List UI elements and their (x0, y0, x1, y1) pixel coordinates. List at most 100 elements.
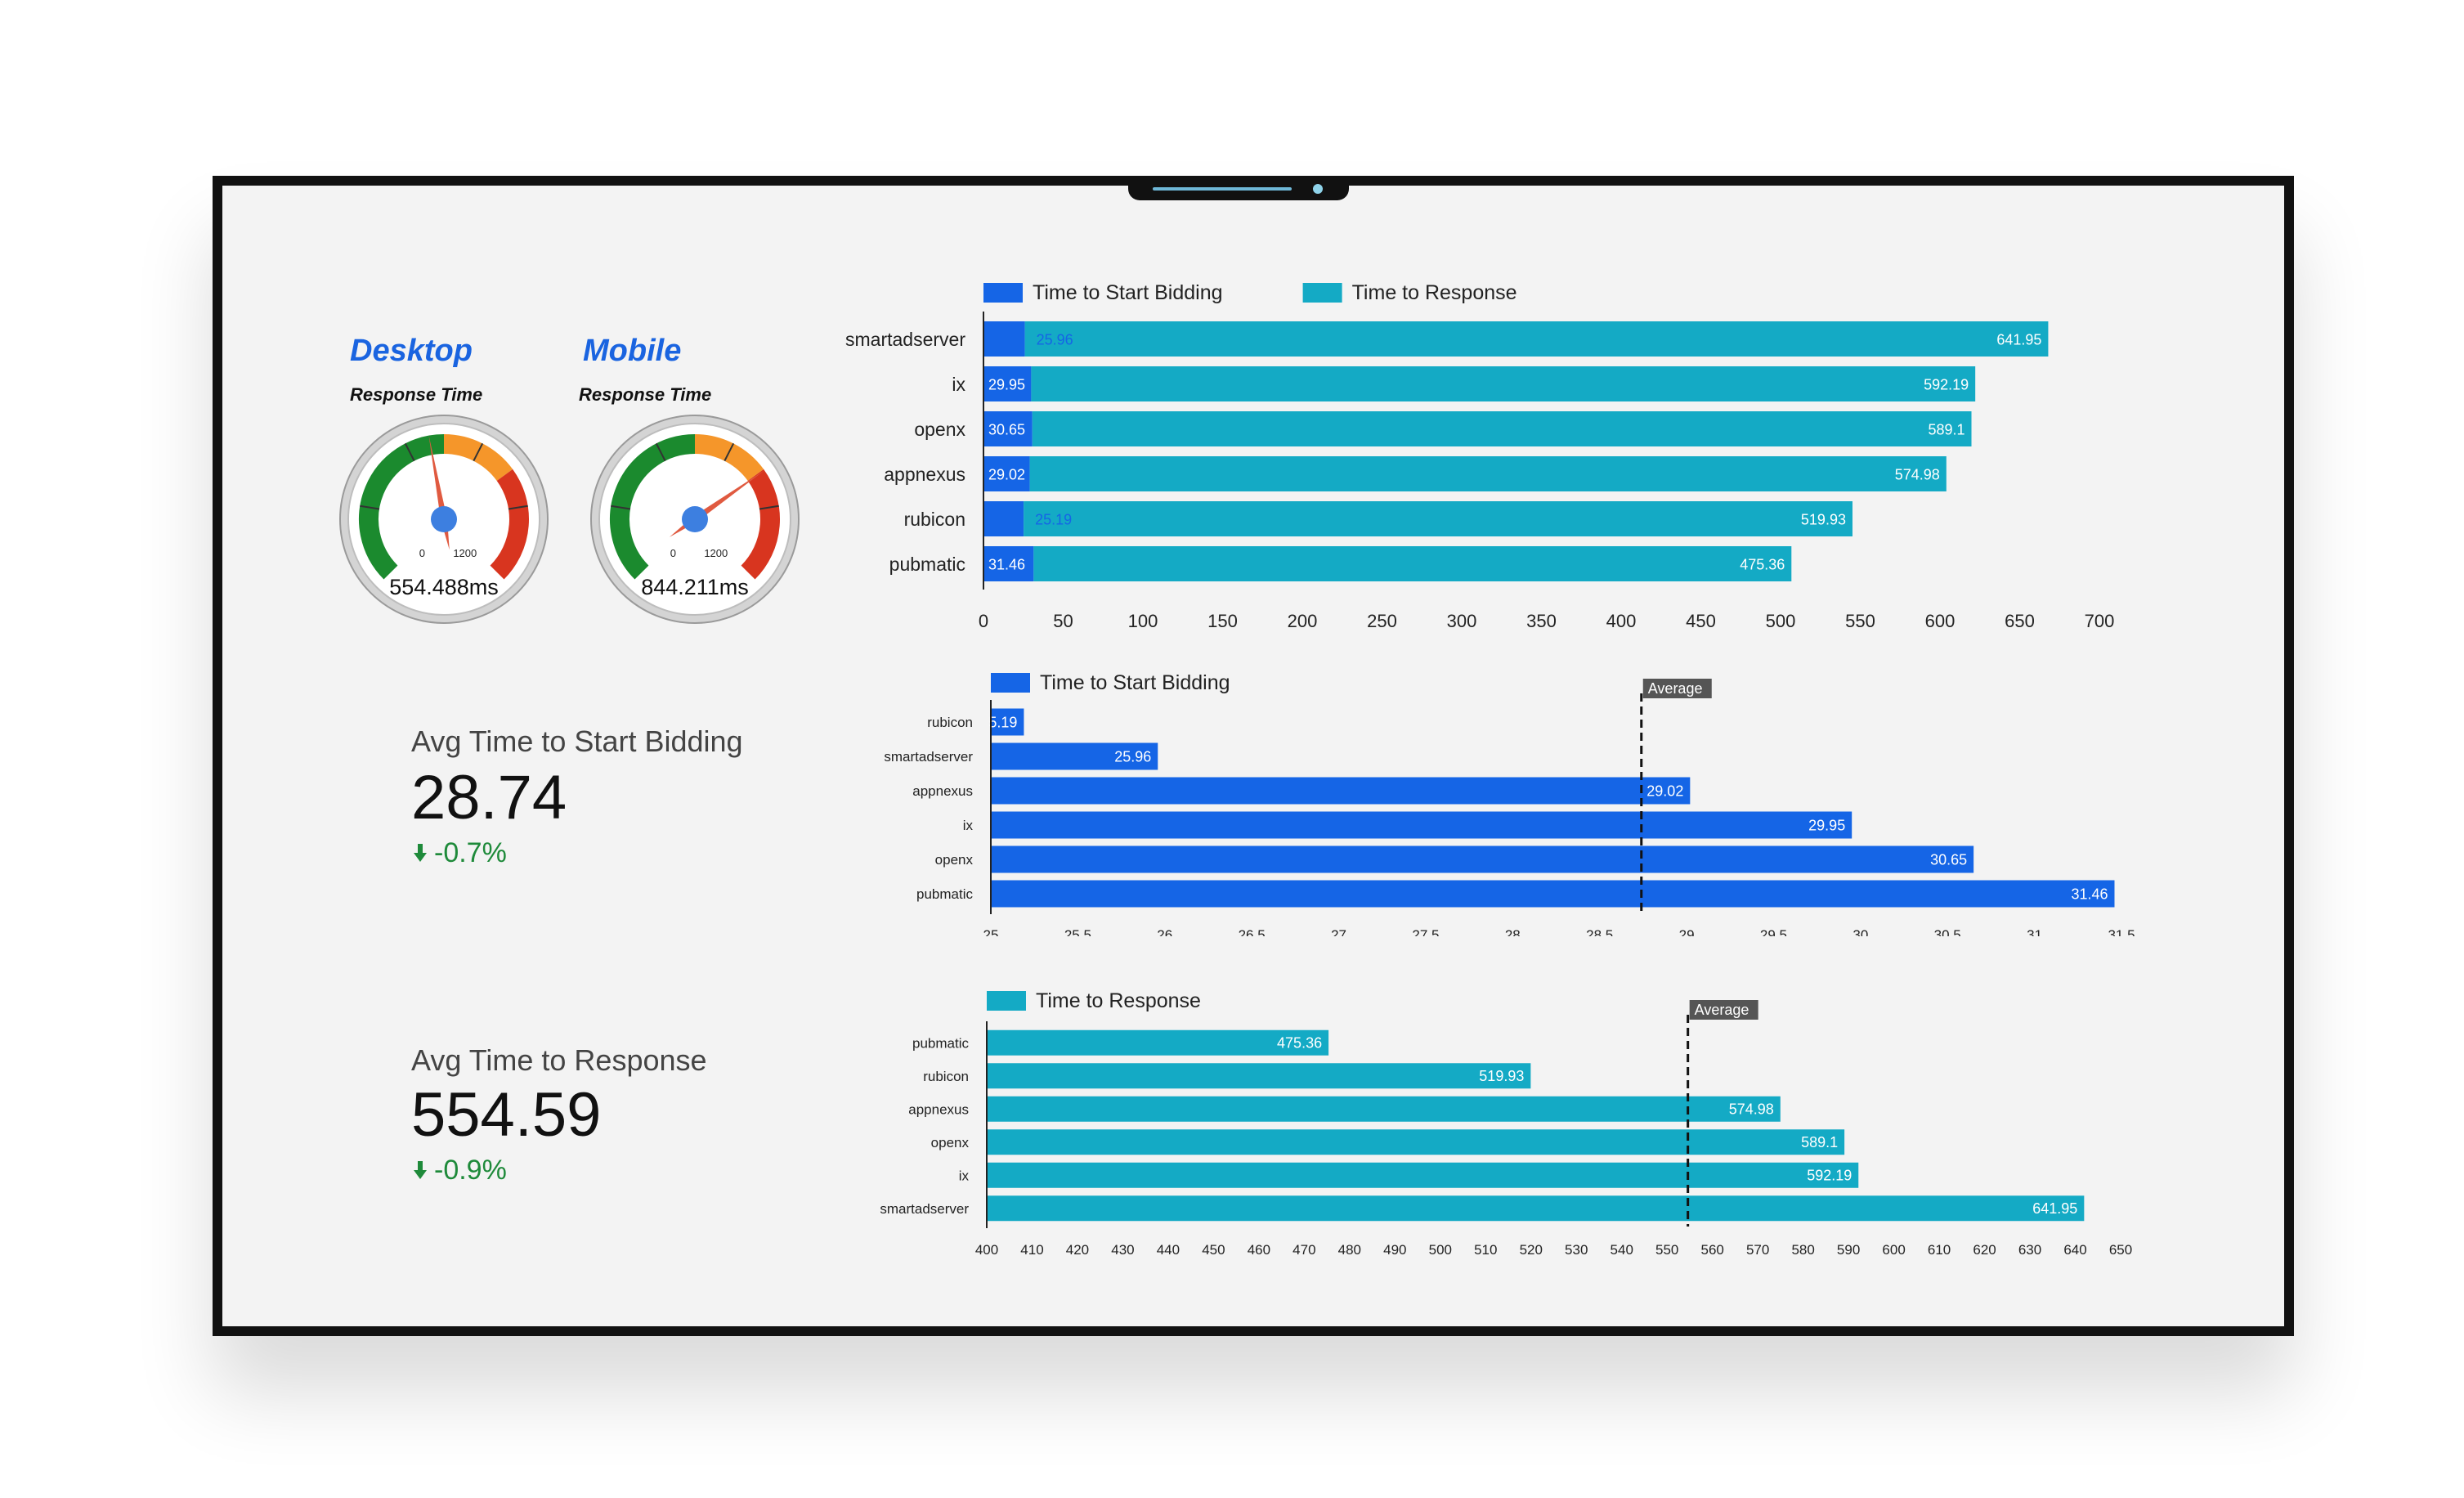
x-tick-label: 420 (1066, 1242, 1089, 1255)
x-tick-label: 100 (1128, 611, 1158, 630)
legend-label: Time to Response (1352, 281, 1517, 304)
x-tick-label: 460 (1248, 1242, 1270, 1255)
average-label: Average (1648, 680, 1703, 697)
data-label: 29.95 (1808, 817, 1845, 833)
gauge-tick (473, 442, 484, 462)
start-bidding-bar-chart: Time to Start Bidding rubicon 5.19 smartads… (884, 671, 2135, 936)
category-label: rubicon (904, 509, 965, 530)
bar-time-to-response (1032, 411, 1972, 446)
category-label: ix (952, 374, 965, 395)
x-tick-label: 150 (1207, 611, 1238, 630)
legend-label: Time to Start Bidding (1040, 671, 1230, 694)
gauge-tick (611, 505, 631, 510)
x-tick-label: 450 (1202, 1242, 1225, 1255)
camera-dot-icon (1313, 184, 1323, 194)
x-tick-label: 500 (1429, 1242, 1452, 1255)
bar-start-bidding (983, 411, 1033, 446)
category-label: smartadserver (880, 1201, 969, 1217)
category-label: openx (931, 1135, 970, 1150)
data-label-start: 29.02 (988, 467, 1025, 483)
data-label: 592.19 (1807, 1168, 1852, 1184)
gauge-band-red (490, 469, 529, 580)
x-tick-label: 550 (1845, 611, 1875, 630)
category-label: appnexus (912, 783, 973, 799)
x-tick-label: 29 (1679, 927, 1695, 936)
bar-start-bidding (983, 366, 1032, 401)
data-label-start: 29.95 (988, 377, 1025, 393)
legend-label: Time to Response (1036, 989, 1201, 1012)
bar-time-to-response (1024, 501, 1852, 536)
bar (991, 708, 1024, 736)
x-tick-label: 27 (1331, 927, 1346, 936)
gauge-tick (759, 505, 779, 510)
x-tick-label: 26 (1157, 927, 1172, 936)
gauge-tick (508, 505, 528, 510)
data-label: 519.93 (1479, 1068, 1524, 1084)
x-tick-label: 440 (1157, 1242, 1180, 1255)
x-tick-label: 560 (1700, 1242, 1723, 1255)
data-label: 30.65 (1930, 851, 1967, 868)
x-tick-label: 540 (1611, 1242, 1633, 1255)
bar (987, 1096, 1781, 1122)
x-tick-label: 300 (1447, 611, 1477, 630)
gauge-tick (724, 442, 735, 462)
category-label: appnexus (908, 1101, 969, 1117)
x-tick-label: 550 (1655, 1242, 1678, 1255)
average-label-box (1689, 1000, 1758, 1020)
bar-time-to-response (1024, 321, 2049, 357)
data-label: 31.46 (2071, 886, 2108, 902)
kpi-start-bidding-value: 28.74 (411, 763, 567, 832)
desktop-gauge-subtitle: Response Time (350, 384, 483, 405)
x-tick-label: 490 (1383, 1242, 1406, 1255)
category-label: appnexus (884, 464, 965, 485)
data-label-start: 25.19 (1035, 512, 1072, 528)
bar-start-bidding (983, 501, 1024, 536)
category-label: openx (935, 852, 974, 868)
category-label: ix (963, 818, 974, 833)
x-tick-label: 510 (1474, 1242, 1497, 1255)
bar (991, 742, 1158, 770)
data-label-response: 574.98 (1895, 467, 1940, 483)
x-tick-label: 410 (1020, 1242, 1043, 1255)
x-tick-label: 650 (2005, 611, 2035, 630)
category-label: smartadserver (845, 329, 965, 350)
x-tick-label: 700 (2085, 611, 2115, 630)
category-label: smartadserver (884, 749, 973, 765)
gauge-band-green (359, 434, 445, 580)
x-tick-label: 27.5 (1412, 927, 1439, 936)
bar-time-to-response (1033, 546, 1792, 581)
data-label-response: 475.36 (1740, 557, 1785, 573)
kpi-start-bidding-delta: -0.7% (413, 837, 507, 869)
mobile-response-gauge: 0 1200 844.211ms (590, 415, 800, 624)
mobile-gauge-subtitle: Response Time (579, 384, 712, 405)
bar (987, 1029, 1329, 1056)
down-arrow-icon (414, 844, 427, 862)
bar (987, 1195, 2085, 1222)
gauge-band-green (610, 434, 696, 580)
average-label: Average (1695, 1002, 1749, 1018)
x-tick-label: 50 (1053, 611, 1073, 630)
legend-swatch (987, 991, 1026, 1011)
bar (991, 811, 1852, 839)
data-label-start: 31.46 (988, 557, 1025, 573)
data-label: 574.98 (1729, 1101, 1774, 1118)
x-tick-label: 650 (2109, 1242, 2132, 1255)
category-label: rubicon (927, 715, 973, 730)
x-tick-label: 400 (975, 1242, 998, 1255)
kpi-delta-text: -0.7% (434, 837, 507, 868)
legend-label: Time to Start Bidding (1033, 281, 1223, 304)
category-label: openx (914, 419, 965, 440)
x-tick-label: 31.5 (2108, 927, 2135, 936)
mobile-gauge-title: Mobile (583, 334, 682, 368)
bar-start-bidding (983, 321, 1025, 357)
stacked-bar-chart: Time to Start Bidding Time to Response sma… (845, 281, 2115, 630)
kpi-start-bidding-label: Avg Time to Start Bidding (411, 724, 743, 758)
kpi-response-value: 554.59 (411, 1080, 602, 1150)
x-tick-label: 570 (1746, 1242, 1769, 1255)
gauge-tick (655, 442, 666, 462)
category-label: rubicon (923, 1069, 969, 1084)
x-tick-label: 30.5 (1934, 927, 1961, 936)
x-tick-label: 28.5 (1586, 927, 1613, 936)
x-tick-label: 400 (1606, 611, 1637, 630)
data-label: 25.96 (1114, 748, 1151, 765)
